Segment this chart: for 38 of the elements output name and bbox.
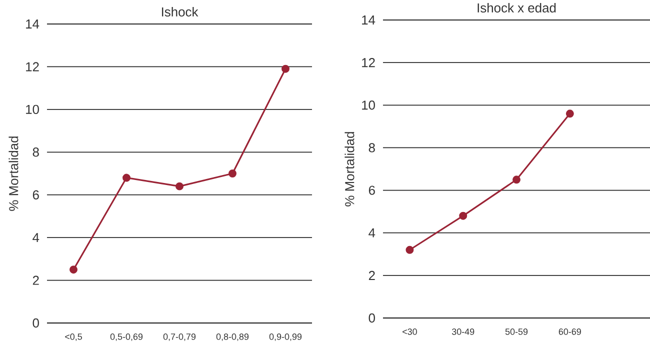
x-tick-label: 0,7-0,79 <box>163 334 196 341</box>
x-tick-label: 30-49 <box>452 328 474 335</box>
x-tick-label: 0,9-0,99 <box>269 334 302 341</box>
y-axis-title: % Mortalidad <box>8 136 18 211</box>
y-tick-label: 2 <box>32 276 39 285</box>
y-tick-label: 6 <box>32 190 39 200</box>
point <box>459 212 468 220</box>
x-tick-label: <30 <box>402 328 417 335</box>
point <box>70 266 78 274</box>
y-tick-label: 0 <box>368 313 375 323</box>
point <box>228 170 236 178</box>
point <box>282 64 290 73</box>
y-tick-label: 12 <box>362 58 375 68</box>
y-tick-label: 12 <box>26 62 39 72</box>
x-tick-label: 0,8-0,89 <box>216 334 249 341</box>
y-tick-label: 0 <box>32 318 39 328</box>
y-tick-label: 8 <box>368 143 375 152</box>
y-tick-label: 14 <box>26 20 40 28</box>
y-axis-title: % Mortalidad <box>344 132 354 206</box>
chart-title: Ishock x edad <box>478 2 556 12</box>
point <box>566 110 574 118</box>
y-tick-label: 2 <box>368 270 375 280</box>
point <box>512 176 520 184</box>
y-tick-label: 8 <box>32 148 39 157</box>
chart-title: Ishock <box>162 6 198 16</box>
x-tick-label: 50-59 <box>505 328 528 335</box>
x-tick-label: 0,5-0,69 <box>110 334 143 341</box>
y-tick-label: 10 <box>26 104 39 114</box>
x-tick-label: 60-69 <box>558 328 581 335</box>
x-tick-label: <0,5 <box>65 334 82 341</box>
point <box>122 174 130 182</box>
y-tick-label: 6 <box>368 186 375 195</box>
y-tick-label: 14 <box>362 16 376 24</box>
y-tick-label: 10 <box>362 100 375 110</box>
point <box>406 246 414 254</box>
y-tick-label: 4 <box>32 233 40 242</box>
point <box>176 182 184 190</box>
y-tick-label: 4 <box>368 228 376 238</box>
